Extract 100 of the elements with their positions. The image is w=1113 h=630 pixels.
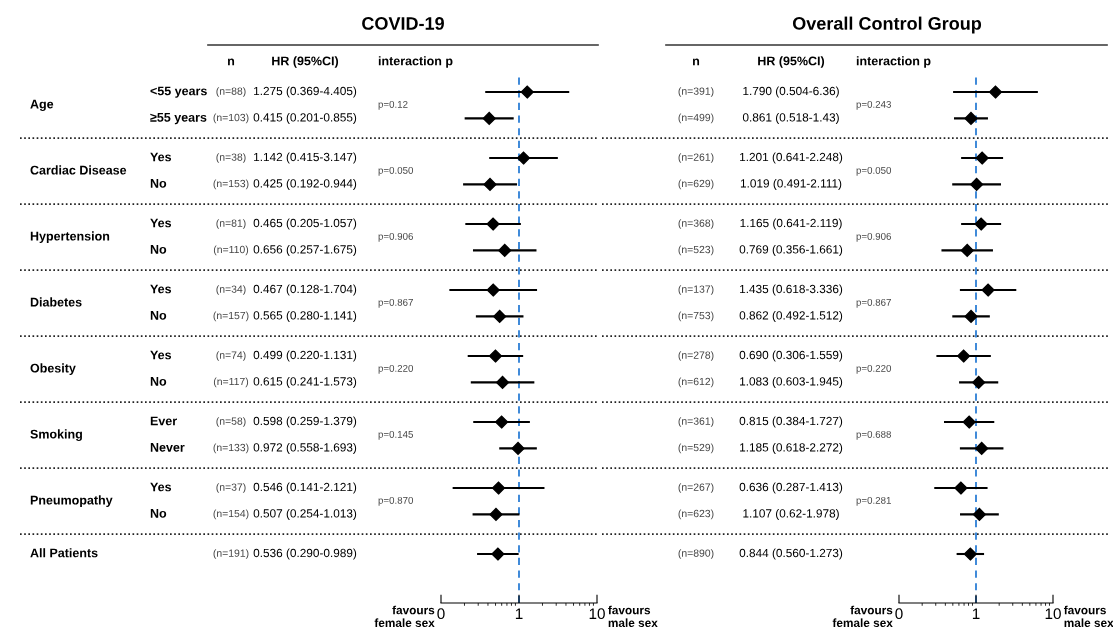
text: (n=629) (678, 179, 714, 190)
data-label: 0.467 (0.128-1.704) (253, 284, 357, 296)
category-label: No (150, 179, 167, 188)
text: (n=74) (216, 351, 246, 361)
text: (n=37) (216, 483, 246, 493)
text: (n=612) (678, 377, 714, 388)
text: (n=88) (216, 87, 246, 97)
text: HR (95%CI) (272, 56, 339, 68)
data-label: 0.815 (0.384-1.727) (739, 416, 843, 428)
text: (n=623) (678, 509, 714, 520)
data-label: 0.425 (0.192-0.944) (253, 178, 357, 190)
data-label: 1.165 (0.641-2.119) (740, 218, 842, 230)
x-tick-label: 10 (589, 608, 605, 620)
text: (n=38) (216, 153, 246, 163)
category-label: Never (150, 443, 185, 452)
text: (n=278) (678, 351, 714, 361)
text: (n=529) (678, 443, 714, 454)
text: (n=753) (678, 311, 714, 322)
data-label: 0.507 (0.254-1.013) (253, 508, 357, 520)
x-tick-label: 0 (895, 608, 903, 620)
x-tick-label: 0 (437, 608, 445, 620)
text: (n=81) (216, 219, 246, 229)
data-label: 1.107 (0.62-1.978) (743, 508, 839, 520)
text: (n=523) (678, 245, 714, 256)
data-label: 1.201 (0.641-2.248) (740, 152, 843, 164)
x-tick-label: 1 (972, 608, 980, 619)
text: favours male sex (608, 605, 658, 628)
text: favours female sex (832, 605, 893, 628)
data-label: 0.536 (0.290-0.989) (253, 548, 357, 560)
text: Smoking (30, 429, 82, 442)
text: p=0.906 (856, 232, 891, 242)
text: (n=890) (678, 549, 714, 559)
data-label: 0.465 (0.205-1.057) (253, 218, 357, 230)
data-label: 0.415 (0.201-0.855) (253, 112, 357, 124)
category-label: Yes (150, 482, 172, 492)
text: p=0.867 (856, 298, 891, 308)
text: interaction p (856, 56, 931, 68)
text: (n=391) (678, 87, 714, 97)
text: (n=117) (213, 377, 249, 388)
data-label: 0.972 (0.558-1.693) (253, 442, 357, 454)
text: (n=368) (678, 219, 714, 229)
data-label: 0.499 (0.220-1.131) (253, 350, 357, 362)
text: Hypertension (30, 231, 110, 244)
text: (n=267) (678, 483, 714, 493)
text: (n=34) (216, 285, 246, 295)
text: (n=133) (213, 443, 249, 454)
text: p=0.870 (378, 496, 414, 506)
text: p=0.281 (856, 496, 891, 506)
text: Age (30, 99, 54, 112)
text: favours female sex (374, 605, 435, 628)
text: (n=499) (678, 113, 714, 124)
category-label: No (150, 509, 167, 518)
data-label: 1.142 (0.415-3.147) (254, 152, 357, 164)
x-tick-label: 1 (515, 608, 523, 619)
text: (n=103) (213, 113, 249, 124)
data-label: 1.790 (0.504-6.36) (743, 86, 839, 98)
category-label: Yes (150, 350, 172, 360)
chart-title: COVID-19 (362, 17, 444, 30)
category-label: <55 years (150, 86, 207, 98)
data-label: 1.083 (0.603-1.945) (740, 376, 843, 388)
category-label: No (150, 377, 167, 386)
text: p=0.145 (378, 430, 414, 440)
category-label: Ever (150, 416, 177, 426)
chart-title: Overall Control Group (792, 16, 982, 34)
data-label: 0.861 (0.518-1.43) (742, 112, 839, 124)
text: HR (95%CI) (758, 56, 825, 68)
text: Pneumopathy (30, 495, 113, 508)
category-label: No (150, 245, 167, 254)
text: p=0.906 (378, 232, 413, 242)
category-label: ≥55 years (150, 113, 207, 125)
data-label: 0.862 (0.492-1.512) (739, 310, 843, 322)
category-label: Yes (150, 218, 172, 228)
text: p=0.050 (378, 166, 414, 176)
data-label: 0.546 (0.141-2.121) (253, 482, 357, 494)
text: interaction p (378, 56, 453, 68)
data-label: 0.690 (0.306-1.559) (739, 350, 843, 362)
text: p=0.243 (856, 100, 891, 110)
data-label: 0.769 (0.356-1.661) (739, 244, 843, 256)
text: p=0.220 (856, 364, 892, 374)
text: All Patients (30, 548, 98, 558)
text: n (693, 58, 700, 66)
text: Obesity (30, 363, 76, 376)
text: Diabetes (30, 297, 82, 307)
text: (n=110) (213, 245, 249, 256)
data-label: 1.019 (0.491-2.111) (740, 178, 842, 190)
data-label: 1.275 (0.369-4.405) (254, 86, 357, 98)
text: (n=261) (678, 153, 714, 163)
data-label: 0.844 (0.560-1.273) (739, 548, 843, 560)
text: (n=154) (213, 509, 249, 520)
text: (n=137) (678, 285, 714, 295)
text: Cardiac Disease (30, 165, 127, 175)
data-label: 1.185 (0.618-2.272) (740, 442, 843, 454)
text: p=0.867 (378, 298, 413, 308)
text: (n=58) (216, 417, 246, 427)
text: p=0.12 (378, 100, 408, 110)
data-label: 0.565 (0.280-1.141) (253, 310, 357, 322)
text: (n=153) (213, 179, 249, 190)
data-label: 0.615 (0.241-1.573) (253, 376, 357, 388)
text: (n=157) (213, 311, 249, 322)
category-label: Yes (150, 152, 172, 162)
